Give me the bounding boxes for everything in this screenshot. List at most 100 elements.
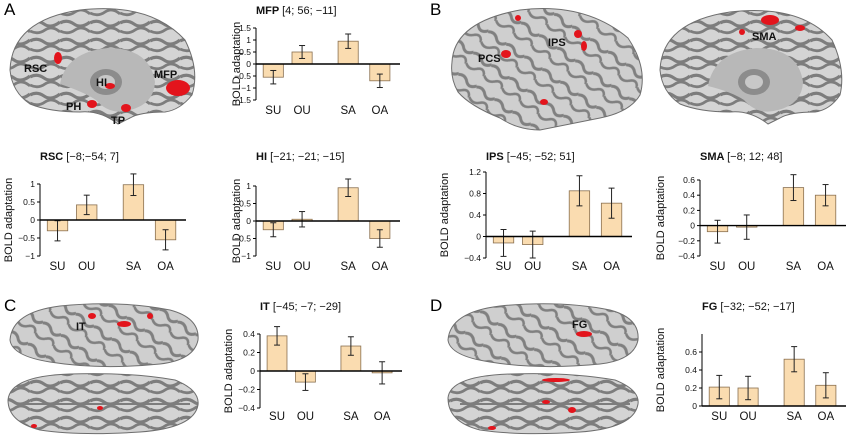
chart-title-coords: [−21; −21; −15] — [270, 151, 344, 163]
category-label: SU — [265, 261, 281, 273]
category-label: OA — [818, 411, 835, 423]
brain-lateral-b — [451, 8, 643, 131]
y-axis-label: BOLD adaptation — [3, 178, 15, 262]
panel-label-c: C — [4, 296, 17, 315]
label-tp: TP — [111, 115, 125, 127]
chart-rsc: RSC [−8;−54; 7] 1 0.5 0 −0.5 −1 BOLD adaptatio… — [3, 151, 186, 273]
chart-title-coords: [−8;−54; 7] — [66, 151, 119, 163]
y-tick-label: 0 — [246, 59, 251, 69]
category-label: SA — [786, 261, 802, 273]
category-label: SU — [265, 105, 281, 117]
chart-ips: IPS [−45; −52; 51] 1.2 0.8 0.4 0 −0.4 BOLD ada… — [439, 151, 632, 273]
chart-title-region: HI — [256, 151, 270, 163]
y-tick-label: 1.2 — [469, 167, 481, 177]
brain-ventral-c — [7, 373, 199, 435]
y-axis-label: BOLD adaptation — [231, 22, 243, 106]
y-tick-label: 0.4 — [243, 329, 255, 339]
chart-title-region: RSC — [40, 151, 66, 163]
label-ips: IPS — [548, 37, 566, 49]
y-tick-label: −0.4 — [464, 253, 481, 263]
y-tick-label: 1 — [246, 35, 251, 45]
y-tick-label: 0.4 — [469, 210, 481, 220]
y-axis-label: BOLD adaptation — [231, 179, 243, 263]
y-tick-label: −1.5 — [234, 95, 251, 105]
y-tick-label: −0.2 — [678, 236, 695, 246]
chart-title: IPS [−45; −52; 51] — [486, 151, 575, 163]
chart-title-region: IPS — [486, 151, 507, 163]
category-label: OU — [293, 105, 310, 117]
category-label: OA — [374, 411, 391, 423]
category-label: SA — [126, 261, 142, 273]
panel-label-b: B — [430, 0, 442, 19]
category-label: OU — [739, 411, 756, 423]
chart-title-coords: [−45; −52; 51] — [507, 151, 575, 163]
y-tick-label: −0.2 — [238, 385, 255, 395]
chart-fg: FG [−32; −52; −17] 0.6 0.4 0.2 0 BOLD adaptat… — [655, 301, 846, 423]
chart-title-coords: [−8; 12; 48] — [727, 151, 782, 163]
category-label: SU — [269, 411, 285, 423]
y-tick-label: 0.6 — [683, 175, 695, 185]
label-ph: PH — [66, 101, 81, 113]
y-tick-label: 1 — [30, 179, 35, 189]
category-label: SU — [711, 411, 727, 423]
y-tick-label: 1 — [246, 181, 251, 191]
brain-ventral-d — [447, 373, 639, 435]
category-label: SA — [340, 105, 356, 117]
category-label: SA — [786, 411, 802, 423]
y-tick-label: −1 — [25, 251, 35, 261]
label-rsc: RSC — [24, 63, 47, 75]
chart-title-region: IT — [260, 301, 273, 313]
category-label: SU — [496, 261, 512, 273]
y-tick-label: −0.5 — [234, 71, 251, 81]
y-tick-label: 0.4 — [685, 365, 697, 375]
chart-title: IT [−45; −7; −29] — [260, 301, 341, 313]
brain-medial-b — [659, 10, 843, 125]
panel-label-a: A — [4, 0, 16, 19]
y-tick-label: 0 — [476, 232, 481, 242]
y-axis-label: BOLD adaptation — [439, 173, 451, 257]
category-label: OA — [372, 261, 389, 273]
y-tick-label: 0 — [250, 366, 255, 376]
label-fg: FG — [572, 319, 587, 331]
brain-lateral-c — [9, 303, 199, 368]
category-label: OU — [78, 261, 95, 273]
y-tick-label: −0.5 — [18, 233, 35, 243]
y-axis-label: BOLD adaptation — [655, 328, 667, 412]
label-it: IT — [76, 321, 86, 333]
y-tick-label: 0.4 — [683, 190, 695, 200]
chart-title-coords: [4; 56; −11] — [282, 5, 337, 17]
chart-title-coords: [−45; −7; −29] — [273, 301, 341, 313]
y-tick-label: 0.8 — [469, 189, 481, 199]
chart-sma: SMA [−8; 12; 48] 0.6 0.4 0.2 0 −0.2 −0.4 BOLD a… — [655, 151, 846, 273]
category-label: SU — [50, 261, 66, 273]
y-tick-label: −0.5 — [234, 234, 251, 244]
label-mfp: MFP — [154, 69, 177, 81]
category-label: SA — [572, 261, 588, 273]
category-label: OU — [297, 411, 314, 423]
category-label: OA — [157, 261, 174, 273]
y-tick-label: 0.2 — [243, 348, 255, 358]
y-tick-label: 0 — [690, 221, 695, 231]
label-sma: SMA — [752, 31, 777, 43]
y-tick-label: 0.5 — [239, 199, 251, 209]
category-label: SA — [340, 261, 356, 273]
chart-title-region: SMA — [700, 151, 727, 163]
chart-title-region: MFP — [256, 5, 282, 17]
category-label: OA — [372, 105, 389, 117]
y-tick-label: −0.4 — [678, 251, 695, 261]
category-label: SU — [710, 261, 726, 273]
y-tick-label: 0.6 — [685, 347, 697, 357]
y-tick-label: −1 — [241, 83, 251, 93]
chart-title-coords: [−32; −52; −17] — [720, 301, 794, 313]
chart-title: SMA [−8; 12; 48] — [700, 151, 782, 163]
label-hi: HI — [96, 77, 107, 89]
chart-title: HI [−21; −21; −15] — [256, 151, 344, 163]
y-tick-label: 0.5 — [239, 47, 251, 57]
y-tick-label: 0.2 — [685, 383, 697, 393]
chart-title: MFP [4; 56; −11] — [256, 5, 337, 17]
category-label: OA — [603, 261, 620, 273]
